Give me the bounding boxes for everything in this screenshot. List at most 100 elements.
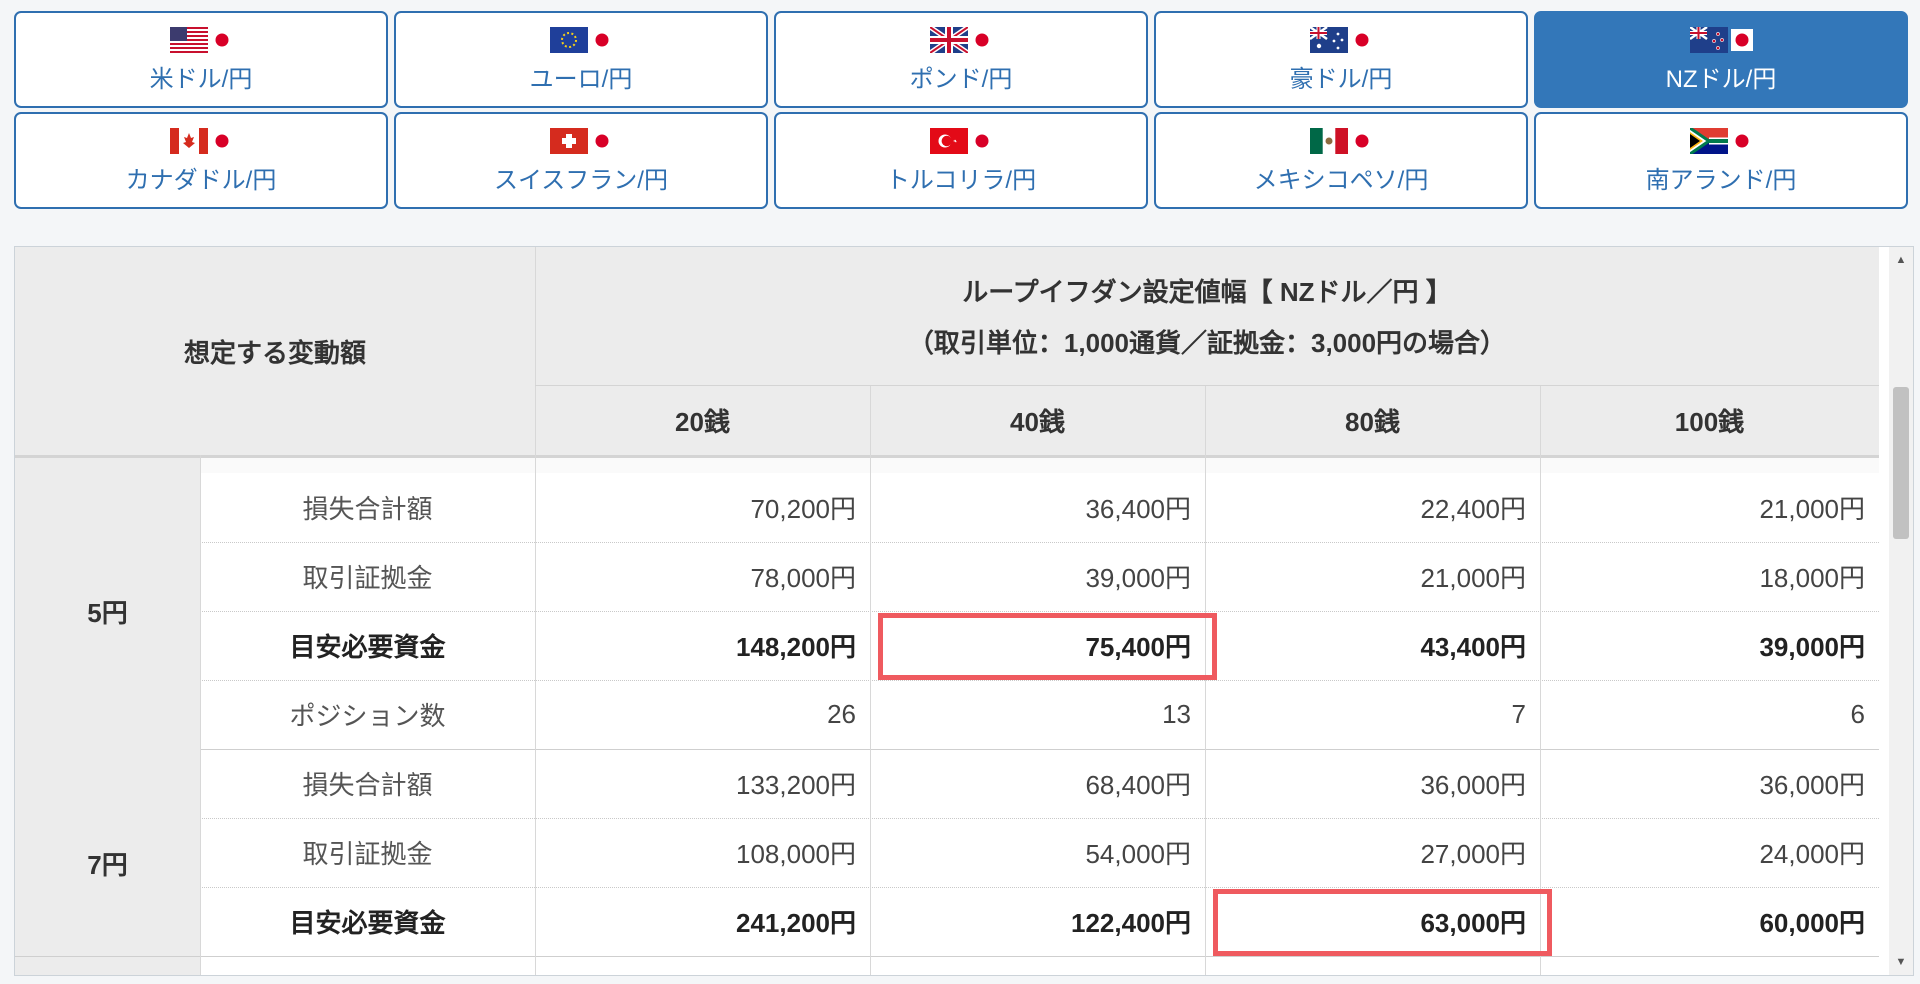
column-header: 100銭 [1540,385,1879,455]
group-label: 7円 [15,749,200,975]
value-cell: 241,200円 [736,908,856,938]
column-divider [870,385,871,975]
value-cell: 148,200円 [736,632,856,662]
column-divider [1540,385,1541,975]
vertical-scrollbar[interactable]: ▲ ▼ [1889,247,1913,975]
ch-flag-icon [549,128,588,154]
value-cell: 24,000円 [1759,839,1865,869]
currency-tab-bar: 米ドル/円 ユーロ/円 ポンド/円 豪ドル/円 NZドル/円カナダドル/円 スイスフラン/… [14,11,1908,209]
tab-label: 豪ドル/円 [1289,66,1393,93]
nz-flag-icon [1688,25,1728,53]
flag-pair [1688,126,1753,156]
value-cell: 21,000円 [1420,563,1526,593]
value-cell: 133,200円 [736,770,856,800]
value-cell: 18,000円 [1759,563,1865,593]
column-divider [200,455,201,975]
corner-header: 想定する変動額 [15,247,535,455]
row-label: ポジション数 [289,701,446,731]
highlight-box [1213,889,1552,956]
value-cell: 21,000円 [1759,494,1865,524]
tab-nz-jpy[interactable]: NZドル/円 [1534,11,1908,108]
au-flag-icon [1308,25,1348,53]
group-divider [15,956,1879,957]
tab-eu-jpy[interactable]: ユーロ/円 [394,11,768,108]
tab-label: 南アランド/円 [1645,167,1797,194]
tab-label: ユーロ/円 [529,66,633,93]
row-label: 取引証拠金 [302,839,433,869]
column-header: 40銭 [870,385,1205,455]
tab-ca-jpy[interactable]: カナダドル/円 [14,112,388,209]
table-title-block: ループイフダン設定値幅【 NZドル／円 】 （取引単位：1,000通貨／証拠金：3… [535,247,1879,385]
uk-flag-icon [928,24,969,56]
flag-pair [169,126,233,156]
jp-flag-icon [1730,29,1753,51]
value-cell: 39,000円 [1085,563,1191,593]
value-cell: 27,000円 [1420,839,1526,869]
eu-flag-icon [549,27,588,53]
value-cell: 63,000円 [1420,908,1526,938]
tab-label: カナダドル/円 [125,167,277,194]
value-cell: 70,200円 [750,494,856,524]
row-divider [200,818,1879,819]
tab-label: ポンド/円 [909,66,1013,93]
value-cell: 43,400円 [1420,632,1526,662]
tab-mx-jpy[interactable]: メキシコペソ/円 [1154,112,1528,209]
group-cell-tail [15,458,200,473]
tab-label: スイスフラン/円 [494,167,668,194]
tab-us-jpy[interactable]: 米ドル/円 [14,11,388,108]
table-grid: 想定する変動額 ループイフダン設定値幅【 NZドル／円 】 （取引単位：1,000通… [15,247,1879,975]
jp-flag-icon [590,130,613,152]
row-divider [200,887,1879,888]
header-separator [15,455,1879,473]
value-cell: 108,000円 [736,839,856,869]
row-label: 目安必要資金 [289,908,446,938]
value-cell: 75,400円 [1085,632,1191,662]
highlight-box [878,613,1217,680]
value-cell: 122,400円 [1071,908,1191,938]
value-cell: 26 [827,699,856,729]
tab-au-jpy[interactable]: 豪ドル/円 [1154,11,1528,108]
scroll-up-button[interactable]: ▲ [1895,254,1907,266]
scroll-thumb[interactable] [1893,387,1909,539]
group-label: 5円 [15,473,200,749]
tab-label: メキシコペソ/円 [1253,167,1429,194]
value-cell: 13 [1162,699,1191,729]
column-header: 80銭 [1205,385,1540,455]
us-flag-icon [169,27,208,53]
flag-pair [1688,25,1753,55]
value-cell: 39,000円 [1759,632,1865,662]
tab-uk-jpy[interactable]: ポンド/円 [774,11,1148,108]
mx-flag-icon [1309,128,1348,154]
tab-ch-jpy[interactable]: スイスフラン/円 [394,112,768,209]
ca-flag-icon [169,128,208,154]
tab-tr-jpy[interactable]: トルコリラ/円 [774,112,1148,209]
jp-flag-icon [590,29,613,51]
column-divider [1205,385,1206,975]
row-label: 取引証拠金 [302,563,433,593]
group-divider [15,749,1879,750]
row-divider [200,611,1879,612]
jp-flag-icon [210,29,233,51]
row-divider [200,542,1879,543]
flag-pair [549,25,613,55]
flag-pair [1309,126,1373,156]
flag-pair [1308,25,1373,55]
jp-flag-icon [1350,29,1373,51]
value-cell: 7 [1511,699,1526,729]
value-cell: 68,400円 [1085,770,1191,800]
flag-pair [169,25,233,55]
tab-label: トルコリラ/円 [885,167,1037,194]
row-divider [200,680,1879,681]
loop-ifdone-table: 想定する変動額 ループイフダン設定値幅【 NZドル／円 】 （取引単位：1,000通… [14,246,1914,976]
jp-flag-icon [1730,130,1753,152]
flag-pair [549,126,613,156]
table-title: ループイフダン設定値幅【 NZドル／円 】 [962,277,1452,307]
tab-label: 米ドル/円 [149,66,253,93]
value-cell: 22,400円 [1420,494,1526,524]
flag-pair [929,126,993,156]
jp-flag-icon [970,130,993,152]
za-flag-icon [1688,126,1728,156]
tab-label: NZドル/円 [1665,66,1777,93]
scroll-down-button[interactable]: ▼ [1895,956,1907,968]
tab-za-jpy[interactable]: 南アランド/円 [1534,112,1908,209]
